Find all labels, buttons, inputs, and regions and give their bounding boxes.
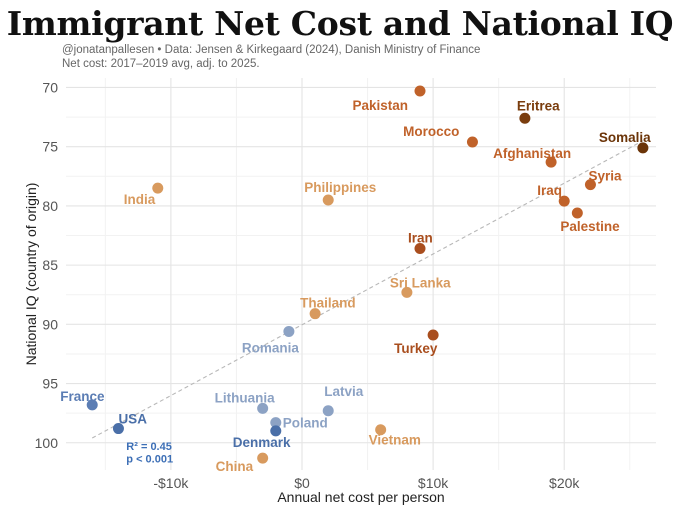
- point-label: Denmark: [233, 435, 291, 450]
- x-tick-label: $20k: [549, 475, 580, 491]
- x-axis-label: Annual net cost per person: [277, 489, 444, 505]
- point-label: Sri Lanka: [390, 275, 451, 290]
- data-point: [545, 156, 557, 168]
- data-point: [270, 417, 282, 429]
- source-line: @jonatanpallesen • Data: Jensen & Kirkeg…: [62, 44, 481, 56]
- data-point: [571, 207, 583, 219]
- point-label: Morocco: [403, 124, 459, 139]
- data-point: [558, 195, 570, 207]
- data-point: [309, 308, 321, 320]
- x-tick-label: $10k: [418, 475, 449, 491]
- point-label: Eritrea: [517, 98, 560, 113]
- point-label: France: [60, 389, 105, 404]
- y-tick-label: 90: [42, 316, 58, 332]
- stats-annotation: p < 0.001: [126, 453, 173, 465]
- data-point: [414, 243, 426, 255]
- point-label: Philippines: [304, 180, 376, 195]
- point-label: India: [124, 192, 156, 207]
- point-label: Afghanistan: [493, 146, 571, 161]
- data-point: [414, 85, 426, 97]
- y-tick-label: 95: [42, 376, 58, 392]
- point-label: Romania: [242, 340, 300, 355]
- data-point: [584, 179, 596, 191]
- point-label: Lithuania: [215, 390, 275, 405]
- y-tick-label: 70: [42, 79, 58, 95]
- data-point: [466, 136, 478, 148]
- data-point: [86, 399, 98, 411]
- trend-line: [91, 140, 644, 439]
- data-point: [257, 402, 269, 414]
- data-point: [519, 112, 531, 124]
- data-point: [427, 329, 439, 341]
- point-label: Turkey: [394, 341, 438, 356]
- point-label: Palestine: [560, 219, 620, 234]
- point-label: China: [216, 459, 254, 474]
- point-label: Iran: [408, 231, 433, 246]
- chart-title: Immigrant Net Cost and National IQ: [6, 4, 674, 43]
- y-tick-label: 80: [42, 198, 58, 214]
- x-tick-label: $0: [294, 475, 310, 491]
- point-label: Iraq: [537, 183, 562, 198]
- stats-annotation: R² = 0.45: [126, 441, 172, 453]
- y-tick-label: 85: [42, 257, 58, 273]
- point-label: USA: [118, 412, 147, 427]
- y-tick-label: 75: [42, 139, 58, 155]
- note-line: Net cost: 2017–2019 avg, adj. to 2025.: [62, 58, 260, 70]
- data-point: [152, 182, 164, 194]
- data-point: [375, 424, 387, 436]
- data-point: [257, 452, 269, 464]
- point-label: Thailand: [300, 296, 356, 311]
- point-label: Pakistan: [352, 98, 408, 113]
- y-axis-label: National IQ (country of origin): [23, 183, 39, 366]
- data-point: [283, 325, 295, 337]
- data-point: [401, 286, 413, 298]
- data-point: [112, 423, 124, 435]
- data-point: [270, 425, 282, 437]
- y-tick-label: 100: [35, 435, 59, 451]
- point-label: Somalia: [599, 130, 651, 145]
- point-label: Poland: [283, 416, 328, 431]
- point-label: Syria: [588, 169, 622, 184]
- data-point: [322, 405, 334, 417]
- x-tick-label: -$10k: [153, 475, 189, 491]
- data-point: [637, 142, 649, 154]
- point-label: Vietnam: [369, 433, 421, 448]
- point-label: Latvia: [324, 384, 364, 399]
- data-point: [322, 194, 334, 206]
